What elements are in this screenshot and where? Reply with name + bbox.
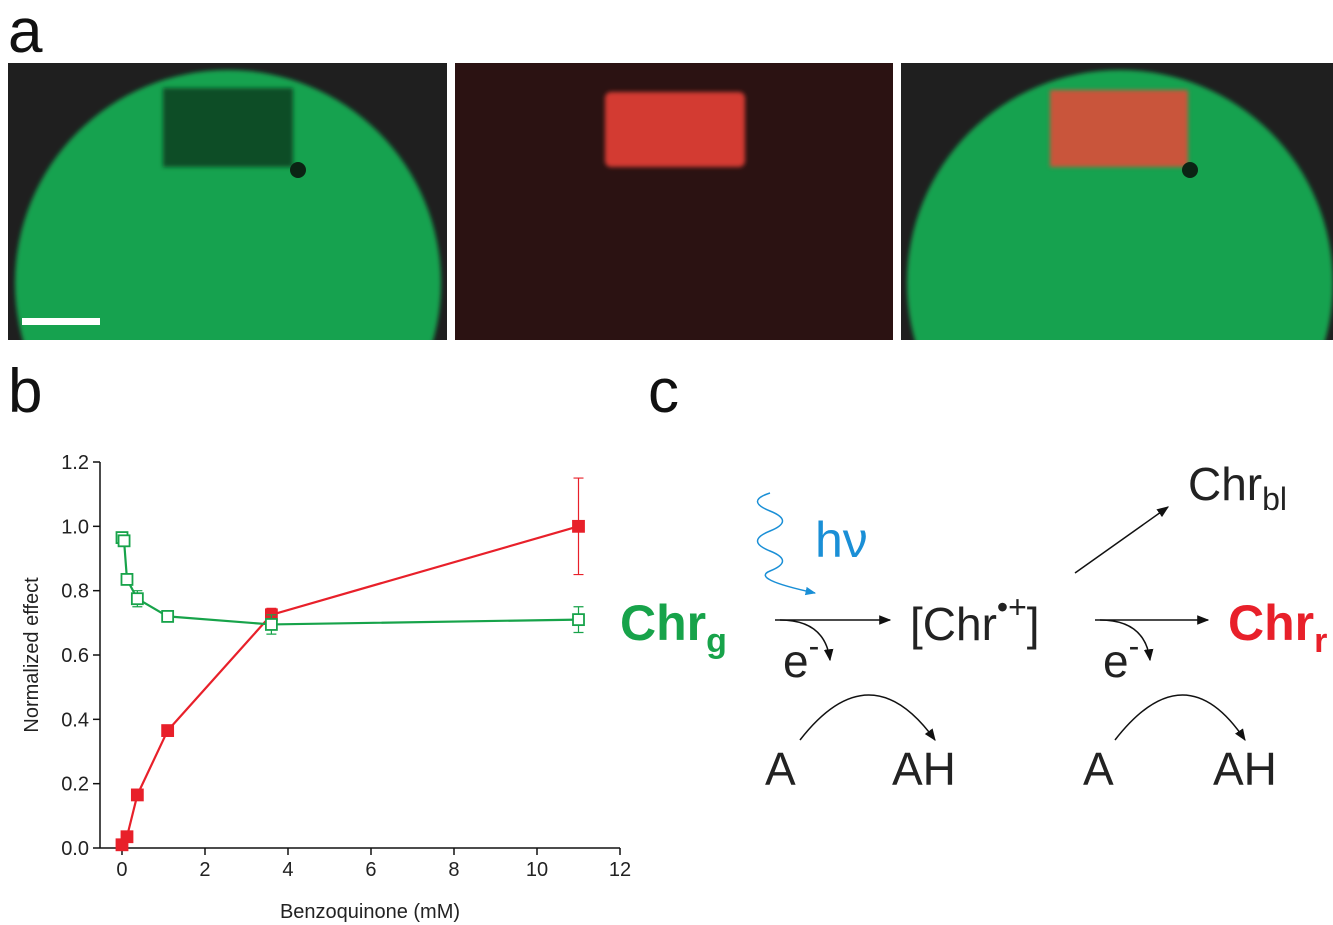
bleached: Chrbl [1188, 458, 1287, 517]
marker [132, 593, 143, 604]
marker [132, 789, 143, 800]
reactant-subscript: g [706, 622, 727, 660]
y-axis-label: Normalized effect [21, 577, 43, 733]
reduced-acceptor: AH [1213, 743, 1277, 795]
marker [573, 614, 584, 625]
reactant-text: Chr [620, 595, 706, 651]
micrograph-green [8, 63, 447, 496]
micrograph-merge [901, 63, 1333, 496]
electron-superscript: - [809, 628, 820, 664]
acceptor: A [1083, 743, 1114, 795]
arrow [1115, 695, 1245, 740]
bleached-text: Chr [1188, 458, 1262, 510]
panel-label: a [8, 0, 43, 66]
y-tick-label: 1.2 [61, 452, 89, 474]
product-text: Chr [1228, 595, 1314, 651]
electron-superscript: - [1129, 628, 1140, 664]
marker [266, 619, 277, 630]
chart: Benzoquinone (mM) Normalized effect 0.0 0… [21, 452, 631, 923]
marker [162, 725, 173, 736]
marker [121, 574, 132, 585]
y-tick-label: 0.0 [61, 838, 89, 860]
intermediate-superscript: •+ [997, 589, 1027, 625]
panel-label: b [8, 357, 42, 426]
acceptor: A [765, 743, 796, 795]
panel-label: c [648, 357, 679, 426]
electron-text: e [783, 635, 809, 687]
y-tick-label: 1.0 [61, 516, 89, 538]
light-arrow [758, 493, 816, 593]
marker [121, 831, 132, 842]
y-tick-label: 0.6 [61, 645, 89, 667]
series-line [122, 538, 579, 625]
electron-text: e [1103, 635, 1129, 687]
x-tick-label: 6 [365, 859, 376, 881]
y-tick-label: 0.2 [61, 774, 89, 796]
x-tick-label: 0 [116, 859, 127, 881]
reaction-scheme: Chrg hν e- [Chr•+] Chrbl e- Chrr A AH A … [620, 458, 1327, 795]
intermediate-text: [Chr [910, 598, 997, 650]
x-tick-label: 4 [282, 859, 293, 881]
x-axis-label: Benzoquinone (mM) [280, 901, 460, 923]
x-tick-label: 8 [448, 859, 459, 881]
marker [162, 611, 173, 622]
marker [573, 521, 584, 532]
intermediate-close: ] [1027, 598, 1040, 650]
reactant: Chrg [620, 595, 727, 660]
y-tick-label: 0.4 [61, 709, 89, 731]
intermediate: [Chr•+] [910, 589, 1040, 650]
electron: e- [783, 628, 819, 687]
electron: e- [1103, 628, 1139, 687]
series-line [122, 526, 579, 844]
arrow [1075, 507, 1168, 573]
x-tick-label: 2 [199, 859, 210, 881]
light: hν [815, 512, 868, 568]
micrograph-red [455, 63, 893, 340]
y-tick-label: 0.8 [61, 581, 89, 603]
reduced-acceptor: AH [892, 743, 956, 795]
product: Chrr [1228, 595, 1327, 660]
bleached-subscript: bl [1262, 481, 1287, 517]
scale-bar [22, 318, 100, 325]
arrow [800, 695, 935, 740]
figure: a b c Chrg hν e- [Chr•+] Chrbl e- Chrr A [0, 0, 1333, 925]
marker [119, 535, 130, 546]
x-tick-label: 10 [526, 859, 548, 881]
x-tick-label: 12 [609, 859, 631, 881]
product-subscript: r [1314, 622, 1327, 660]
